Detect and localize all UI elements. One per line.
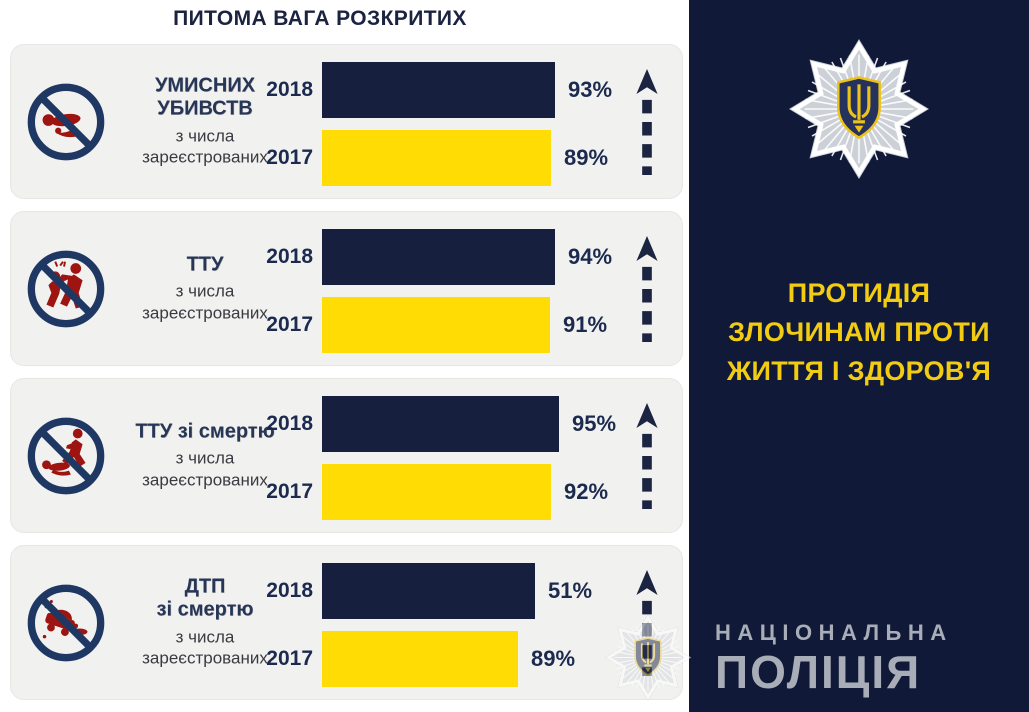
year-label: 2018 bbox=[266, 579, 313, 602]
year-label: 2018 bbox=[266, 245, 313, 268]
year-label: 2017 bbox=[266, 313, 313, 336]
trend-up-arrow-icon bbox=[636, 570, 658, 676]
stat-card: ДТП зі смертю з числа зареєстрованих 2018 5… bbox=[10, 545, 683, 700]
slogan-line: ЗЛОЧИНАМ ПРОТИ bbox=[728, 317, 990, 348]
category-title-line: зі смертю bbox=[156, 598, 254, 621]
trend-up-arrow-icon bbox=[636, 403, 658, 509]
percentage-value: 94% bbox=[568, 244, 613, 269]
yellow-bar bbox=[322, 297, 550, 353]
category-subtitle-line: з числа bbox=[175, 627, 235, 647]
category-title-line: ТТУ bbox=[186, 252, 224, 275]
category-subtitle-line: з числа bbox=[175, 448, 235, 468]
category-title: ТТУ bbox=[107, 253, 303, 277]
category-title-line: ТТУ зі смертю bbox=[135, 419, 275, 442]
slogan-line: ЖИТТЯ І ЗДОРОВ'Я bbox=[726, 356, 992, 387]
category-title-line: ДТП bbox=[184, 575, 226, 598]
year-label: 2018 bbox=[266, 78, 313, 101]
panels: УМИСНИХ УБИВСТВ з числа зареєстрованих 201… bbox=[10, 44, 683, 700]
percentage-value: 51% bbox=[548, 578, 593, 603]
yellow-bar bbox=[322, 631, 518, 687]
navy-bar bbox=[322, 62, 555, 118]
category-subtitle: з числа зареєстрованих bbox=[107, 626, 303, 670]
yellow-bar bbox=[322, 464, 551, 520]
brand-logotype: НАЦІОНАЛЬНА ПОЛІЦІЯ bbox=[715, 620, 953, 696]
category-title: ДТП зі смертю bbox=[107, 575, 303, 622]
bar-row: 2018 95% bbox=[255, 396, 616, 452]
yellow-bar bbox=[322, 130, 551, 186]
no-assault-icon bbox=[25, 248, 107, 330]
trend-up-arrow-icon bbox=[636, 69, 658, 175]
percentage-value: 95% bbox=[572, 411, 617, 436]
percentage-value: 92% bbox=[564, 479, 609, 504]
category-subtitle-line: зареєстрованих bbox=[142, 303, 268, 323]
bar-row: 2018 93% bbox=[255, 62, 612, 118]
category-subtitle-line: з числа bbox=[175, 126, 235, 146]
year-label: 2017 bbox=[266, 480, 313, 503]
bar-row: 2017 92% bbox=[255, 464, 616, 520]
category-subtitle-line: з числа bbox=[175, 281, 235, 301]
category-subtitle-line: зареєстрованих bbox=[142, 148, 268, 168]
stat-card: УМИСНИХ УБИВСТВ з числа зареєстрованих 201… bbox=[10, 44, 683, 199]
category-title: ТТУ зі смертю bbox=[107, 420, 303, 444]
watermark-police-badge-icon bbox=[604, 613, 692, 702]
category-title-line: УБИВСТВ bbox=[157, 97, 253, 120]
police-sidebar: ПРОТИДІЯ ЗЛОЧИНАМ ПРОТИ ЖИТТЯ І ЗДОРОВ'Я… bbox=[689, 0, 1029, 712]
category-subtitle: з числа зареєстрованих bbox=[107, 125, 303, 169]
stats-section: ПИТОМА ВАГА РОЗКРИТИХ УМИСНИХ УБИВСТВ з ч… bbox=[10, 7, 683, 700]
bar-row: 2018 94% bbox=[255, 229, 612, 285]
bar-row: 2018 51% bbox=[255, 563, 592, 619]
sidebar-slogan: ПРОТИДІЯ ЗЛОЧИНАМ ПРОТИ ЖИТТЯ І ЗДОРОВ'Я bbox=[689, 274, 1029, 391]
stat-card: ТТУ зі смертю з числа зареєстрованих 2018… bbox=[10, 378, 683, 533]
category-subtitle-line: зареєстрованих bbox=[142, 649, 268, 669]
page-title: ПИТОМА ВАГА РОЗКРИТИХ bbox=[173, 7, 467, 30]
percentage-value: 89% bbox=[564, 145, 609, 170]
category-subtitle: з числа зареєстрованих bbox=[107, 281, 303, 325]
bar-rows: 2018 95% 2017 92% bbox=[255, 396, 616, 532]
trend-up-arrow-icon bbox=[636, 236, 658, 342]
no-murder-icon bbox=[25, 81, 107, 163]
bar-rows: 2018 93% 2017 89% bbox=[255, 62, 612, 198]
navy-bar bbox=[322, 563, 535, 619]
no-fatal-accident-icon bbox=[25, 582, 107, 664]
category-subtitle: з числа зареєстрованих bbox=[107, 448, 303, 492]
category-title: УМИСНИХ УБИВСТВ bbox=[107, 74, 303, 121]
navy-bar bbox=[322, 396, 559, 452]
slogan-line: ПРОТИДІЯ bbox=[787, 278, 931, 308]
percentage-value: 91% bbox=[563, 312, 608, 337]
national-police-badge-icon bbox=[788, 38, 930, 180]
brand-bottom-text: ПОЛІЦІЯ bbox=[715, 645, 922, 698]
year-label: 2017 bbox=[266, 647, 313, 670]
year-label: 2017 bbox=[266, 146, 313, 169]
percentage-value: 89% bbox=[531, 646, 576, 671]
bar-row: 2017 91% bbox=[255, 297, 612, 353]
percentage-value: 93% bbox=[568, 77, 613, 102]
bar-row: 2017 89% bbox=[255, 631, 592, 687]
bar-row: 2017 89% bbox=[255, 130, 612, 186]
bar-rows: 2018 94% 2017 91% bbox=[255, 229, 612, 365]
category-subtitle-line: зареєстрованих bbox=[142, 470, 268, 490]
category-title-line: УМИСНИХ bbox=[154, 74, 256, 97]
brand-top-text: НАЦІОНАЛЬНА bbox=[715, 619, 953, 645]
year-label: 2018 bbox=[266, 412, 313, 435]
navy-bar bbox=[322, 229, 555, 285]
no-fatal-injury-icon bbox=[25, 415, 107, 497]
bar-rows: 2018 51% 2017 89% bbox=[255, 563, 592, 699]
stat-card: ТТУ з числа зареєстрованих 2018 94% 2017 91% bbox=[10, 211, 683, 366]
